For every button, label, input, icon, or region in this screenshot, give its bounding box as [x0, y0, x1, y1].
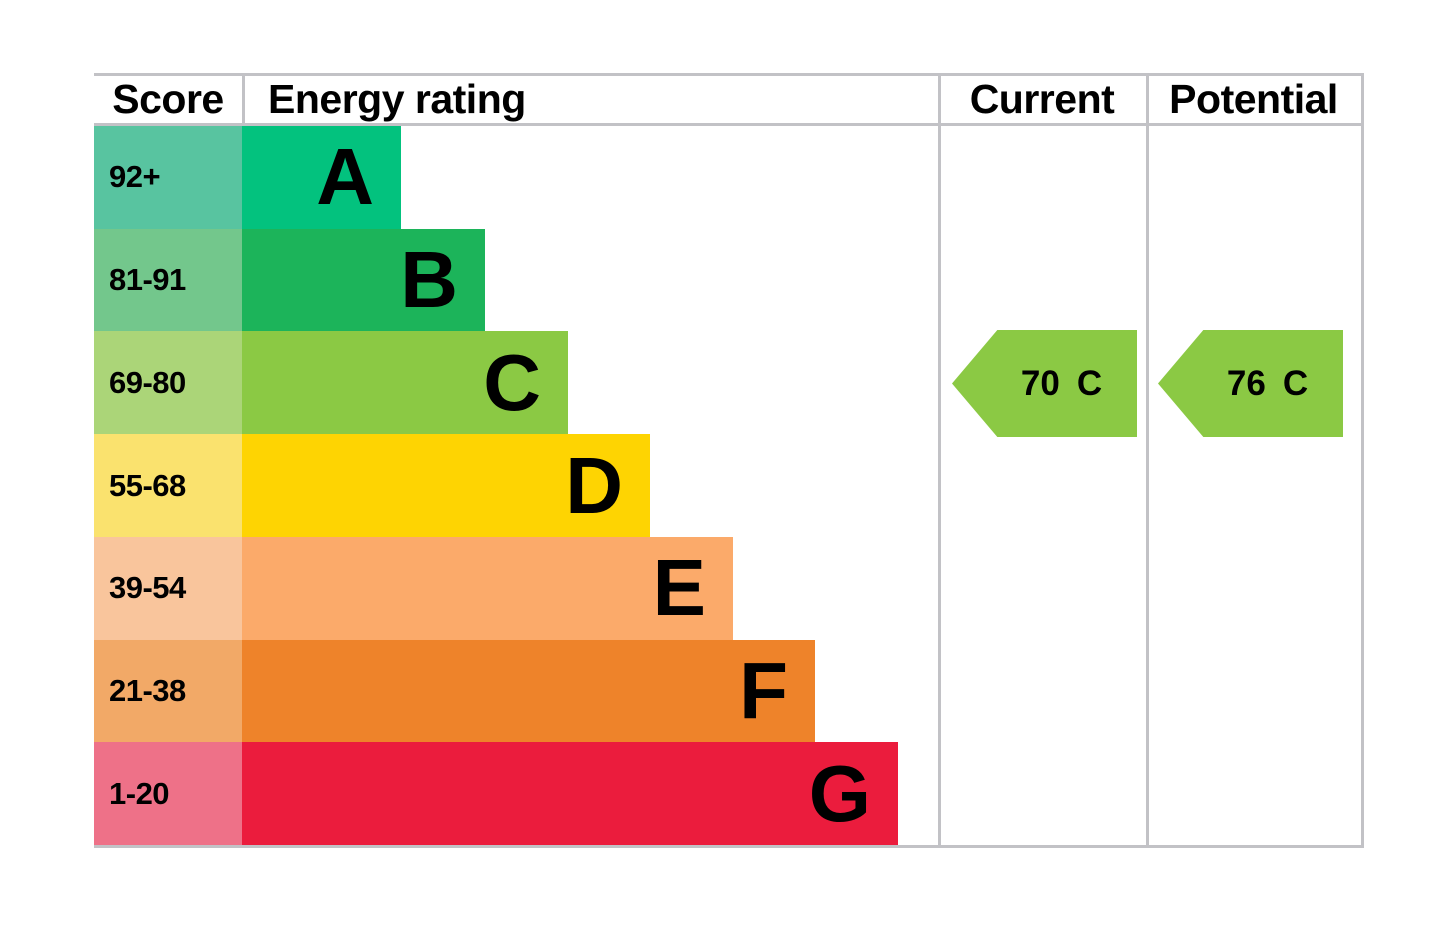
band-score-range: 81-91: [109, 262, 186, 298]
band-letter: F: [739, 645, 788, 735]
potential-rating-letter: C: [1282, 363, 1309, 403]
current-rating-letter: C: [1076, 363, 1103, 403]
band-row: 92+ A: [94, 126, 1364, 229]
band-rows: 92+ A 81-91 B 69-80 C 55-68 D 39-54: [94, 126, 1364, 846]
band-letter: C: [483, 337, 541, 427]
band-score-range: 39-54: [109, 570, 186, 606]
table-border-right: [1361, 73, 1364, 848]
band-score-range: 92+: [109, 159, 161, 195]
band-bar: E: [242, 536, 733, 640]
band-score-cell: 92+: [94, 126, 242, 229]
band-row: 69-80 C: [94, 331, 1364, 435]
band-letter: A: [316, 132, 374, 222]
band-bar: B: [242, 228, 485, 332]
band-score-cell: 1-20: [94, 742, 242, 846]
band-row: 39-54 E: [94, 536, 1364, 640]
band-score-range: 55-68: [109, 467, 186, 503]
header-current: Current: [969, 76, 1115, 122]
band-score-range: 1-20: [109, 775, 170, 811]
band-row: 1-20 G: [94, 742, 1364, 846]
band-score-cell: 39-54: [94, 536, 242, 640]
band-score-cell: 81-91: [94, 228, 242, 332]
header-energy-rating: Energy rating: [268, 76, 526, 122]
band-row: 21-38 F: [94, 639, 1364, 743]
band-bar: G: [242, 742, 898, 846]
epc-chart: Score Energy rating Current Potential 92…: [94, 73, 1364, 848]
potential-column-divider: [1146, 73, 1149, 848]
band-bar: A: [242, 126, 401, 229]
band-letter: G: [808, 748, 871, 838]
header-score: Score: [112, 76, 224, 122]
table-header: Score Energy rating Current Potential: [94, 76, 1364, 123]
band-row: 55-68 D: [94, 434, 1364, 537]
band-bar: F: [242, 639, 815, 743]
band-score-cell: 55-68: [94, 434, 242, 537]
score-column-divider: [242, 73, 245, 126]
potential-rating-arrow: 76 C: [1158, 330, 1343, 437]
potential-rating-value: 76: [1226, 363, 1266, 403]
band-score-range: 21-38: [109, 672, 186, 708]
band-bar: D: [242, 434, 650, 537]
band-bar: C: [242, 331, 568, 435]
table-border-top: [94, 73, 1364, 76]
band-letter: D: [565, 440, 623, 530]
current-rating-value: 70: [1020, 363, 1060, 403]
header-potential: Potential: [1169, 76, 1338, 122]
header-divider-line: [94, 123, 1364, 126]
band-score-cell: 21-38: [94, 639, 242, 743]
band-row: 81-91 B: [94, 228, 1364, 332]
band-score-cell: 69-80: [94, 331, 242, 435]
band-letter: B: [400, 235, 458, 325]
table-border-bottom: [94, 845, 1364, 848]
current-column-divider: [938, 73, 941, 848]
band-letter: E: [652, 543, 706, 633]
current-rating-arrow: 70 C: [952, 330, 1137, 437]
band-score-range: 69-80: [109, 364, 186, 400]
